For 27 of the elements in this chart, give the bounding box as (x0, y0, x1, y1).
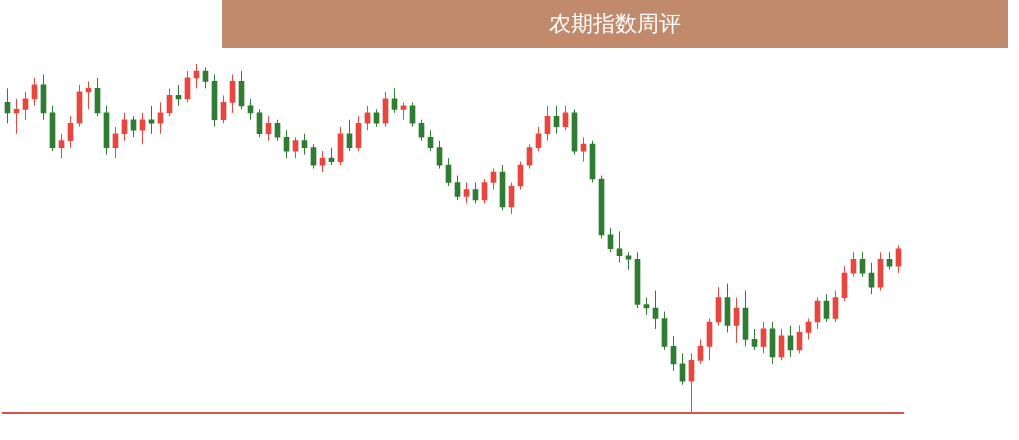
candlestick (364, 105, 371, 131)
candlestick (832, 290, 839, 323)
candlestick (121, 112, 128, 142)
candlestick (751, 328, 758, 351)
candlestick (688, 352, 695, 414)
candlestick (148, 105, 155, 135)
candlestick (535, 126, 542, 152)
candlestick (301, 133, 308, 156)
candlestick (418, 119, 425, 142)
candlestick (895, 244, 902, 274)
chart-title: 农期指数周评 (222, 0, 1008, 48)
candlestick (112, 126, 119, 159)
candlestick (139, 112, 146, 145)
candlestick (616, 230, 623, 264)
candlestick (607, 227, 614, 253)
candlestick (256, 108, 263, 138)
candlestick (562, 105, 569, 131)
candlestick (697, 338, 704, 365)
candlestick (463, 182, 470, 204)
candlestick (454, 175, 461, 201)
candlestick (679, 352, 686, 386)
candlestick (274, 119, 281, 142)
candlestick (157, 101, 164, 135)
candlestick (130, 115, 137, 138)
candlestick (229, 73, 236, 114)
candlestick (346, 119, 353, 152)
candlestick (58, 133, 65, 159)
